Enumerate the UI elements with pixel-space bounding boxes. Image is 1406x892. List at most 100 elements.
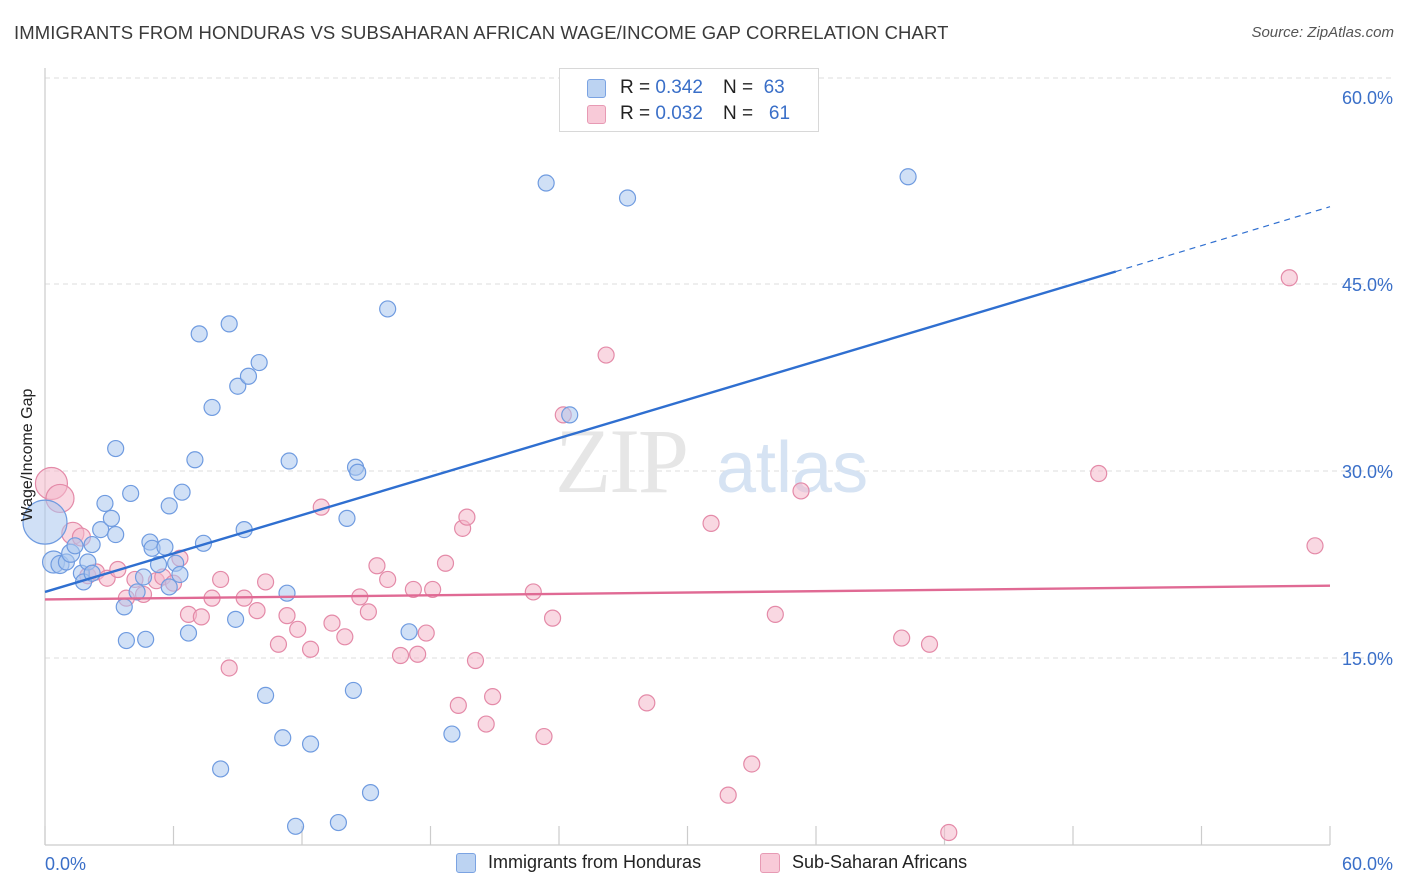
legend-row-honduras: R = 0.342 N = 63 xyxy=(587,77,785,99)
subsaharan-point xyxy=(940,823,958,842)
correlation-legend: R = 0.342 N = 63 R = 0.032 N = 61 xyxy=(559,68,819,132)
legend-r-value: 0.032 xyxy=(655,103,703,124)
honduras-point xyxy=(278,584,296,602)
subsaharan-point xyxy=(368,557,386,575)
legend-n-value: 63 xyxy=(763,77,785,98)
honduras-point xyxy=(229,377,247,395)
honduras-point xyxy=(349,463,367,481)
subsaharan-point xyxy=(702,514,720,532)
subsaharan-point xyxy=(436,554,455,572)
honduras-point xyxy=(171,565,189,584)
subsaharan-trendline xyxy=(44,584,1331,601)
watermark-zip: ZIP xyxy=(555,410,687,512)
y-tick-label: 45.0% xyxy=(1342,275,1393,295)
legend-r-value: 0.342 xyxy=(655,77,703,98)
subsaharan-point xyxy=(278,607,296,625)
honduras-point xyxy=(117,631,135,650)
subsaharan-point xyxy=(336,628,354,646)
subsaharan-point xyxy=(379,570,397,589)
honduras-point xyxy=(618,189,637,207)
honduras-point xyxy=(122,484,140,503)
honduras-point xyxy=(137,630,155,648)
honduras-point xyxy=(239,367,258,385)
watermark-atlas: atlas xyxy=(716,428,868,508)
honduras-point xyxy=(338,509,356,527)
legend-r-label: R = xyxy=(620,77,651,98)
subsaharan-point xyxy=(289,620,307,638)
subsaharan-point xyxy=(535,727,553,746)
honduras-point xyxy=(286,817,305,835)
honduras-point xyxy=(179,624,198,642)
subsaharan-point xyxy=(477,715,495,733)
honduras-point xyxy=(250,353,268,372)
honduras-point xyxy=(537,174,555,192)
legend-row-subsaharan: R = 0.032 N = 61 xyxy=(587,103,790,125)
y-tick-label: 15.0% xyxy=(1342,649,1393,669)
honduras-point xyxy=(400,623,418,641)
honduras-point xyxy=(160,497,178,515)
legend-swatch-honduras xyxy=(456,852,476,873)
subsaharan-point xyxy=(359,603,377,621)
legend-n-label: N = xyxy=(722,77,754,98)
legend-swatch-honduras xyxy=(587,78,606,98)
y-axis-label: Wage/Income Gap xyxy=(19,388,36,522)
subsaharan-point xyxy=(543,609,562,627)
honduras-point xyxy=(443,725,461,743)
subsaharan-point xyxy=(719,786,737,804)
subsaharan-point xyxy=(323,614,341,632)
subsaharan-point xyxy=(256,573,275,591)
honduras-point xyxy=(227,610,245,628)
honduras-point xyxy=(66,537,84,555)
honduras-point xyxy=(379,300,397,318)
honduras-point xyxy=(107,439,125,458)
subsaharan-point xyxy=(1280,269,1298,287)
honduras-point xyxy=(102,509,120,527)
chart-title: IMMIGRANTS FROM HONDURAS VS SUBSAHARAN A… xyxy=(14,22,949,43)
subsaharan-point xyxy=(212,570,230,589)
legend-swatch-subsaharan xyxy=(760,852,780,873)
legend-item-honduras[interactable]: Immigrants from Honduras xyxy=(456,852,701,873)
honduras-point xyxy=(96,494,114,513)
legend-item-subsaharan[interactable]: Sub-Saharan Africans xyxy=(760,852,967,873)
honduras-point xyxy=(128,583,146,601)
honduras-point xyxy=(149,555,168,574)
legend-n-label: N = xyxy=(722,103,754,124)
honduras-point xyxy=(115,598,133,616)
subsaharan-point xyxy=(404,580,422,599)
subsaharan-point xyxy=(638,694,656,712)
honduras-point xyxy=(344,681,362,700)
subsaharan-point xyxy=(192,608,210,626)
honduras-point xyxy=(156,538,174,556)
subsaharan-point xyxy=(269,635,288,653)
honduras-trendline xyxy=(44,270,1117,594)
honduras-point xyxy=(173,483,191,501)
subsaharan-point xyxy=(1306,537,1324,555)
legend-label-honduras: Immigrants from Honduras xyxy=(488,852,702,872)
honduras-point xyxy=(274,729,292,747)
subsaharan-point xyxy=(391,646,410,665)
subsaharan-point xyxy=(743,755,761,773)
subsaharan-point xyxy=(449,696,467,714)
subsaharan-point xyxy=(301,640,320,658)
subsaharan-point xyxy=(484,688,502,706)
legend-label-subsaharan: Sub-Saharan Africans xyxy=(792,852,968,872)
subsaharan-point xyxy=(409,645,427,663)
subsaharan-point xyxy=(248,602,266,620)
subsaharan-point xyxy=(792,482,810,500)
x-tick-label: 60.0% xyxy=(1342,854,1393,874)
honduras-point xyxy=(22,499,68,545)
y-tick-label: 30.0% xyxy=(1342,462,1393,482)
subsaharan-point xyxy=(597,346,615,364)
subsaharan-point xyxy=(466,651,485,670)
honduras-point xyxy=(160,578,178,596)
honduras-point xyxy=(83,535,101,554)
subsaharan-point xyxy=(458,508,476,526)
honduras-point xyxy=(107,525,125,544)
legend-r-label: R = xyxy=(620,103,651,124)
subsaharan-point xyxy=(417,624,435,642)
subsaharan-point xyxy=(893,629,911,647)
subsaharan-point xyxy=(1090,464,1108,483)
y-tick-label: 60.0% xyxy=(1342,88,1393,108)
x-tick-label: 0.0% xyxy=(45,854,86,874)
